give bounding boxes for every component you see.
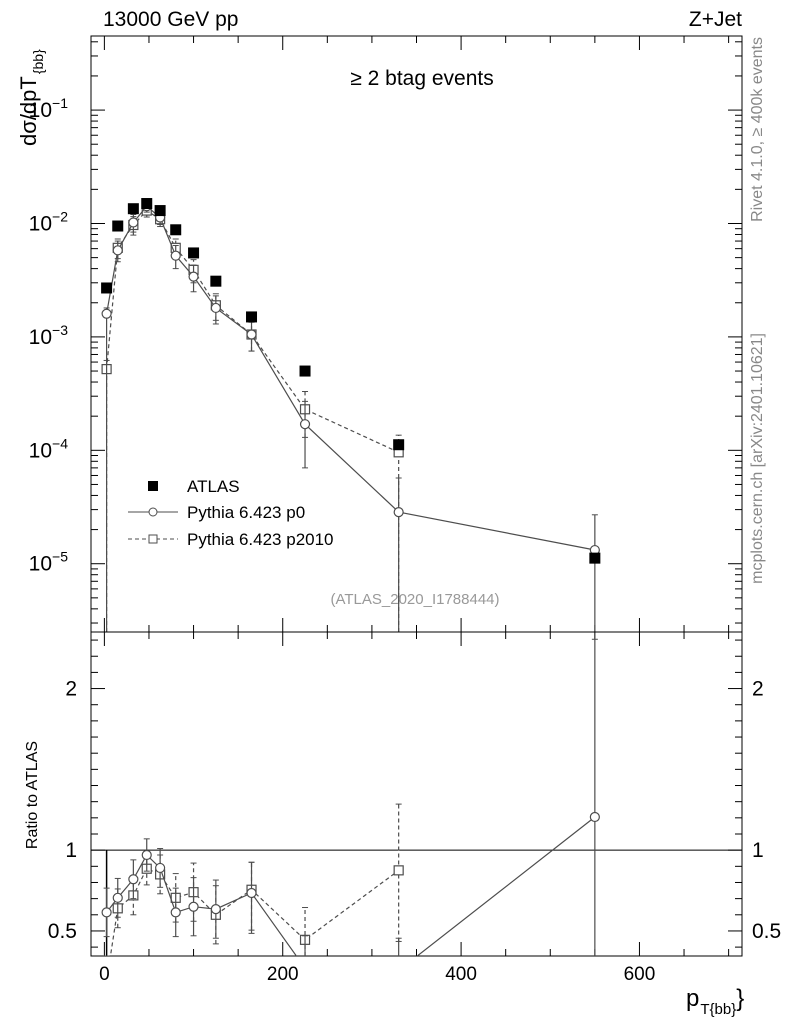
p0-point: [393, 507, 404, 518]
ratio-p0-point: [112, 892, 123, 903]
atlas-point: [112, 220, 124, 232]
x-tick-label: 600: [624, 964, 656, 985]
p0-line: [106, 205, 596, 551]
main-ylabel: dσ/dpT {bb}: [16, 49, 46, 146]
main-panel: ≥ 2 btag events (ATLAS_2020_I1788444) 10…: [29, 35, 743, 633]
atlas-point: [101, 282, 113, 294]
legend-atlas-marker: [148, 481, 158, 491]
ratio-panel: 0 200 400 600 0.5 0.5 1 1 2 2: [48, 631, 781, 985]
xlabel-close: }: [736, 985, 744, 1012]
p0-point: [246, 329, 257, 340]
x-tick-label: 200: [267, 964, 299, 985]
rivet-label: Rivet 4.1.0, ≥ 400k events: [749, 37, 766, 222]
ratio-p0-point: [246, 887, 257, 899]
atlas-point: [299, 365, 311, 377]
ratio-y-tick-label: 0.5: [48, 920, 77, 943]
ratio-p0-point: [101, 907, 112, 918]
legend-p2010-marker: [148, 534, 158, 544]
p0-point: [170, 250, 181, 261]
ratio-y-tick-label-right: 1: [752, 839, 764, 862]
atlas-point: [141, 198, 153, 210]
legend-p0-label: Pythia 6.423 p0: [187, 503, 305, 522]
p0-point: [188, 271, 199, 282]
atlas-point: [246, 311, 258, 323]
ratio-p2010-point: [393, 865, 404, 876]
p0-point: [112, 245, 123, 256]
ratio-p0-point: [128, 874, 139, 885]
x-tick-label: 0: [99, 964, 110, 985]
x-tick-label: 400: [445, 964, 477, 985]
ratio-p2010-line: [109, 867, 400, 956]
ratio-p0-point: [210, 904, 221, 915]
p0-point: [299, 419, 311, 430]
ratio-p0-point: [141, 849, 152, 861]
ratio-ylabel: Ratio to ATLAS: [24, 741, 41, 849]
p0-point: [101, 308, 112, 319]
ratio-p0-point: [188, 901, 199, 912]
atlas-point: [170, 224, 182, 236]
chart-title: ≥ 2 btag events: [350, 67, 493, 90]
ratio-y-tick-label: 1: [65, 839, 77, 862]
atlas-point: [210, 275, 222, 287]
xlabel: pT{bb}}: [686, 985, 744, 1018]
main-ylabel-sub: {bb}: [30, 49, 46, 74]
mcplots-label: mcplots.cern.ch [arXiv:2401.10621]: [749, 333, 766, 584]
legend: ATLAS Pythia 6.423 p0 Pythia 6.423 p2010: [128, 477, 334, 549]
ratio-y-tick-label: 2: [65, 678, 77, 701]
y-tick-label: 10−1: [29, 95, 69, 122]
ratio-series-group: [101, 638, 600, 956]
ratio-p0-point: [589, 811, 600, 823]
p0-point: [128, 217, 139, 228]
header-right: Z+Jet: [689, 8, 742, 31]
y-tick-label: 10−4: [29, 435, 69, 462]
xlabel-sub: T{bb}: [700, 1001, 736, 1018]
legend-p2010-label: Pythia 6.423 p2010: [187, 530, 334, 549]
main-ylabel-text: dσ/dpT: [16, 76, 41, 146]
legend-atlas-label: ATLAS: [187, 477, 240, 496]
ratio-y-tick-label-right: 2: [752, 678, 764, 701]
y-tick-label: 10−3: [29, 322, 69, 349]
ratio-p0-point: [155, 862, 166, 874]
y-tick-label: 10−5: [29, 549, 69, 576]
y-tick-label: 10−2: [29, 208, 69, 235]
xlabel-text: p: [686, 985, 699, 1012]
header-left: 13000 GeV pp: [103, 8, 238, 31]
ratio-p0-point: [170, 907, 181, 918]
legend-p0-marker: [148, 507, 158, 517]
atlas-point: [393, 439, 405, 451]
atlas-point: [188, 247, 200, 259]
ratio-y-tick-label-right: 0.5: [752, 920, 781, 943]
analysis-tag: (ATLAS_2020_I1788444): [330, 591, 499, 608]
atlas-point: [154, 205, 166, 217]
p0-point: [210, 302, 221, 314]
atlas-point: [589, 552, 601, 564]
atlas-point: [127, 203, 139, 215]
